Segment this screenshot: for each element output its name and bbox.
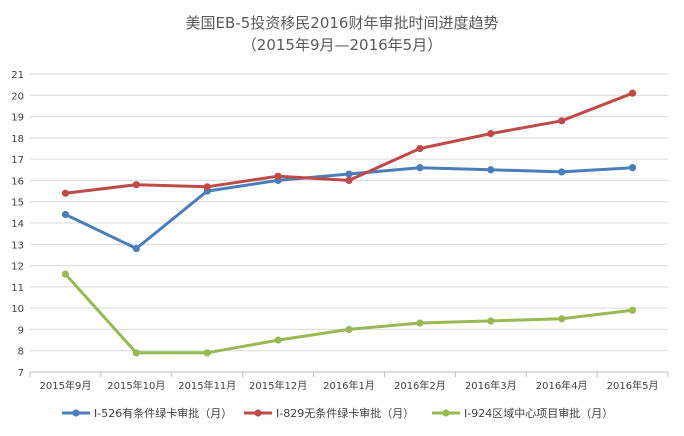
data-point	[416, 319, 424, 327]
data-point	[487, 166, 495, 174]
y-axis: 7 8 9 10 11 12 13 14 15 16 17 18 19 20 21	[11, 70, 24, 379]
x-tick-label: 2016年2月	[394, 379, 446, 392]
legend-entry: I-829无条件绿卡审批（月）	[276, 406, 414, 420]
data-point	[203, 349, 211, 357]
y-tick-label: 11	[11, 283, 24, 294]
y-tick-label: 14	[11, 219, 24, 230]
chart-subtitle: （2015年9月—2016年5月）	[242, 36, 442, 54]
legend-entry: I-924区域中心项目审批（月）	[464, 406, 613, 420]
series-points	[61, 89, 637, 357]
legend-swatch-marker	[442, 409, 450, 417]
y-tick-label: 10	[11, 304, 24, 315]
x-tick-label: 2016年5月	[607, 379, 659, 392]
data-point	[416, 144, 424, 153]
y-tick-label: 16	[11, 176, 24, 187]
legend-swatch-marker	[72, 409, 80, 417]
grid	[30, 73, 668, 373]
x-tick-label: 2016年3月	[465, 379, 517, 392]
y-tick-label: 17	[11, 155, 24, 166]
y-tick-label: 7	[18, 368, 24, 379]
data-point	[274, 172, 282, 180]
data-point	[61, 270, 70, 278]
y-tick-label: 9	[18, 325, 24, 336]
chart-title: 美国EB-5投资移民2016财年审批时间进度趋势	[186, 14, 499, 32]
x-tick-label: 2015年11月	[178, 379, 236, 392]
data-point	[345, 170, 353, 178]
data-point	[558, 168, 566, 176]
legend-entry: I-526有条件绿卡审批（月）	[94, 406, 232, 420]
x-tick-label: 2016年1月	[323, 379, 375, 392]
data-point	[61, 210, 70, 219]
x-tick-label: 2015年12月	[249, 379, 307, 392]
data-point	[61, 189, 70, 197]
y-tick-label: 19	[11, 113, 24, 124]
data-point	[628, 306, 637, 314]
data-point	[628, 164, 637, 172]
data-point	[132, 244, 140, 253]
data-point	[558, 315, 566, 323]
x-tick-label: 2015年9月	[40, 379, 92, 392]
data-point	[345, 325, 353, 334]
legend-swatch-marker	[254, 409, 262, 417]
y-tick-label: 15	[11, 198, 24, 209]
x-axis: 2015年9月 2015年10月 2015年11月 2015年12月 2016年1月 20…	[29, 372, 669, 392]
data-point	[132, 181, 140, 189]
data-point	[274, 336, 282, 344]
data-point	[628, 89, 637, 97]
y-tick-label: 18	[11, 134, 24, 145]
series-line-3	[63, 272, 635, 355]
data-point	[203, 183, 211, 191]
y-tick-label: 20	[11, 91, 24, 102]
data-point	[345, 176, 353, 185]
y-tick-label: 13	[11, 240, 24, 251]
x-tick-label: 2015年10月	[107, 379, 165, 392]
data-point	[487, 130, 495, 138]
legend: I-526有条件绿卡审批（月） I-829无条件绿卡审批（月） I-924区域中心项…	[62, 406, 613, 420]
x-tick-label: 2016年4月	[536, 379, 588, 392]
data-point	[416, 164, 424, 172]
y-tick-label: 12	[11, 262, 24, 273]
data-point	[558, 117, 566, 125]
y-tick-label: 8	[18, 347, 24, 358]
y-tick-label: 21	[11, 70, 24, 81]
data-point	[487, 317, 495, 325]
data-point	[132, 349, 140, 357]
